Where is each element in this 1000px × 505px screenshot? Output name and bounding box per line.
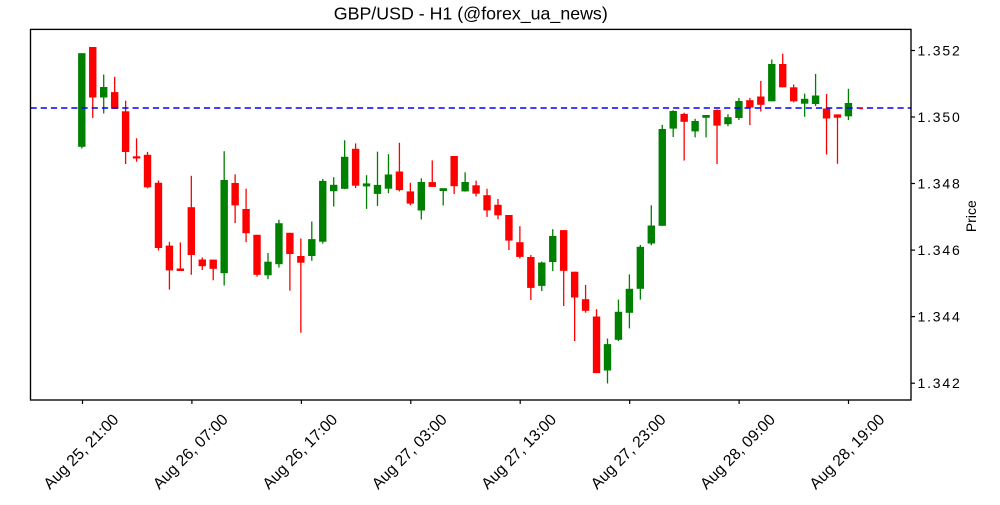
svg-text:1.348: 1.348	[918, 175, 962, 191]
svg-text:1.346: 1.346	[918, 242, 962, 258]
svg-text:1.352: 1.352	[918, 42, 962, 58]
svg-text:1.344: 1.344	[918, 308, 962, 324]
svg-text:1.350: 1.350	[918, 109, 962, 125]
svg-text:1.342: 1.342	[918, 375, 962, 391]
svg-text:GBP/USD - H1 (@forex_ua_news): GBP/USD - H1 (@forex_ua_news)	[334, 4, 608, 25]
svg-text:Price: Price	[963, 200, 979, 232]
